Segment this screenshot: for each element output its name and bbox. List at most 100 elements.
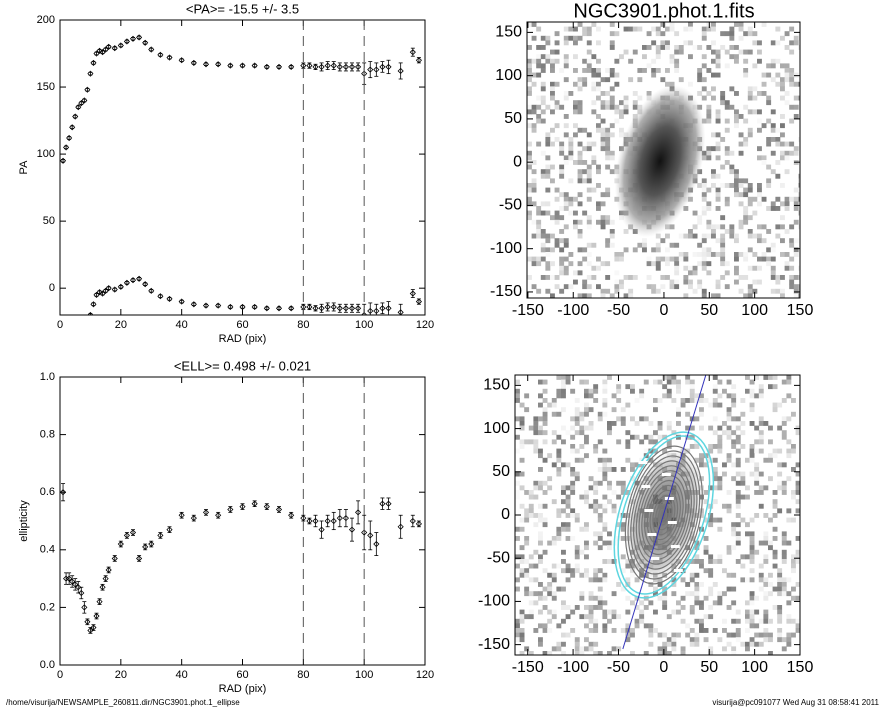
noise-pixel	[579, 595, 585, 601]
noise-pixel	[559, 256, 565, 262]
noise-pixel	[630, 572, 635, 578]
noise-pixel	[749, 614, 755, 620]
noise-pixel	[781, 379, 787, 385]
noise-pixel	[600, 219, 606, 225]
noise-pixel	[527, 150, 532, 156]
noise-pixel	[632, 49, 638, 55]
noise-pixel	[540, 63, 546, 69]
noise-pixel	[653, 398, 658, 403]
noise-pixel	[542, 430, 548, 436]
noise-pixel	[662, 651, 668, 655]
noise-pixel	[740, 421, 746, 426]
noise-pixel	[620, 485, 626, 491]
noise-pixel	[735, 490, 741, 495]
noise-pixel	[550, 275, 555, 280]
noise-pixel	[775, 58, 781, 64]
noise-pixel	[743, 104, 749, 110]
noise-pixel	[563, 238, 569, 244]
noise-pixel	[559, 192, 565, 198]
noise-pixel	[660, 45, 666, 50]
noise-pixel	[550, 164, 555, 170]
noise-pixel	[754, 375, 760, 380]
noise-pixel	[752, 279, 758, 285]
noise-pixel	[628, 275, 634, 280]
noise-pixel	[660, 77, 666, 83]
noise-pixel	[538, 485, 543, 491]
y-tick-label: 0.8	[40, 429, 55, 441]
noise-pixel	[697, 261, 703, 267]
noise-pixel	[692, 252, 698, 257]
noise-pixel	[770, 123, 776, 129]
noise-pixel	[547, 485, 553, 491]
point	[202, 61, 210, 68]
noise-pixel	[593, 499, 599, 505]
noise-pixel	[524, 586, 530, 592]
noise-pixel	[515, 434, 520, 440]
noise-pixel	[570, 536, 576, 541]
noise-pixel	[711, 146, 716, 152]
noise-pixel	[671, 375, 677, 380]
noise-pixel	[763, 582, 769, 587]
point	[373, 66, 380, 73]
noise-pixel	[749, 540, 755, 546]
noise-pixel	[515, 632, 520, 638]
x-tick-label: 0	[659, 659, 668, 676]
noise-pixel	[777, 480, 783, 486]
noise-pixel	[515, 379, 520, 385]
noise-pixel	[743, 192, 749, 198]
noise-pixel	[758, 632, 764, 638]
noise-pixel	[596, 95, 601, 101]
noise-pixel	[662, 641, 668, 647]
noise-pixel	[607, 485, 612, 491]
noise-pixel	[565, 614, 571, 620]
noise-pixel	[625, 490, 631, 495]
y-tick-label: -50	[487, 549, 510, 566]
noise-pixel	[611, 646, 617, 652]
noise-pixel	[775, 275, 781, 280]
noise-pixel	[660, 284, 666, 290]
noise-pixel	[749, 554, 755, 560]
noise-pixel	[743, 58, 749, 64]
noise-pixel	[609, 104, 615, 110]
noise-pixel	[786, 637, 792, 643]
noise-pixel	[781, 398, 787, 403]
noise-pixel	[743, 293, 749, 298]
noise-pixel	[556, 641, 562, 647]
point	[336, 305, 343, 312]
noise-pixel	[597, 586, 603, 592]
point	[306, 303, 313, 311]
noise-pixel	[574, 416, 580, 422]
noise-pixel	[757, 233, 762, 239]
point	[263, 63, 270, 70]
y-tick-label: -100	[490, 240, 522, 257]
noise-pixel	[524, 646, 530, 652]
noise-pixel	[749, 444, 755, 449]
point	[227, 506, 234, 513]
noise-pixel	[706, 233, 712, 239]
noise-pixel	[565, 605, 571, 610]
noise-pixel	[605, 150, 611, 156]
noise-pixel	[536, 58, 542, 64]
noise-pixel	[708, 572, 714, 578]
point	[373, 540, 380, 548]
noise-pixel	[593, 448, 599, 454]
noise-pixel	[596, 265, 601, 271]
point	[312, 517, 319, 525]
noise-pixel	[731, 531, 737, 537]
noise-pixel	[740, 480, 746, 486]
chart-title: NGC3901.phot.1.fits	[573, 0, 754, 22]
noise-pixel	[540, 95, 546, 101]
noise-pixel	[689, 609, 695, 615]
noise-pixel	[763, 375, 769, 380]
noise-pixel	[747, 187, 753, 193]
noise-pixel	[772, 586, 778, 592]
noise-pixel	[688, 196, 693, 202]
noise-pixel	[637, 68, 643, 73]
noise-pixel	[793, 293, 799, 298]
noise-pixel	[784, 150, 790, 156]
noise-pixel	[556, 531, 562, 537]
noise-pixel	[669, 242, 675, 248]
noise-pixel	[556, 388, 562, 394]
noise-pixel	[563, 192, 569, 198]
noise-pixel	[533, 563, 539, 569]
